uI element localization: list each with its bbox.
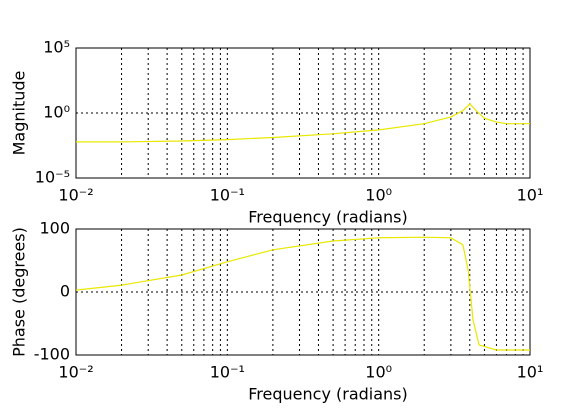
y-axis-label: Phase (degrees) [10,227,29,357]
x-tick-label: 10¹ [517,186,544,205]
y-tick-label: 10⁵ [43,38,70,57]
axes-box [75,47,531,179]
x-tick-label: 10¹ [517,363,544,382]
y-tick-label: -100 [34,345,70,364]
y-tick-label: 10⁰ [43,103,70,122]
x-tick-label: 10⁻¹ [210,186,245,205]
data-line [75,236,530,351]
y-tick-label: 100 [39,219,70,238]
data-line [76,103,530,143]
x-tick-label: 10⁻² [58,363,93,382]
x-tick-label: 10⁰ [365,363,392,382]
x-tick-label: 10⁰ [365,186,392,205]
x-tick-label: 10⁻² [58,186,93,205]
y-tick-label: 10⁻⁵ [35,168,70,187]
x-tick-label: 10⁻¹ [210,363,245,382]
axes-box [75,228,531,356]
x-axis-label: Frequency (radians) [248,385,408,404]
y-axis-label: Magnitude [10,71,29,156]
x-axis-label: Frequency (radians) [248,208,408,227]
y-tick-label: 0 [60,282,70,301]
